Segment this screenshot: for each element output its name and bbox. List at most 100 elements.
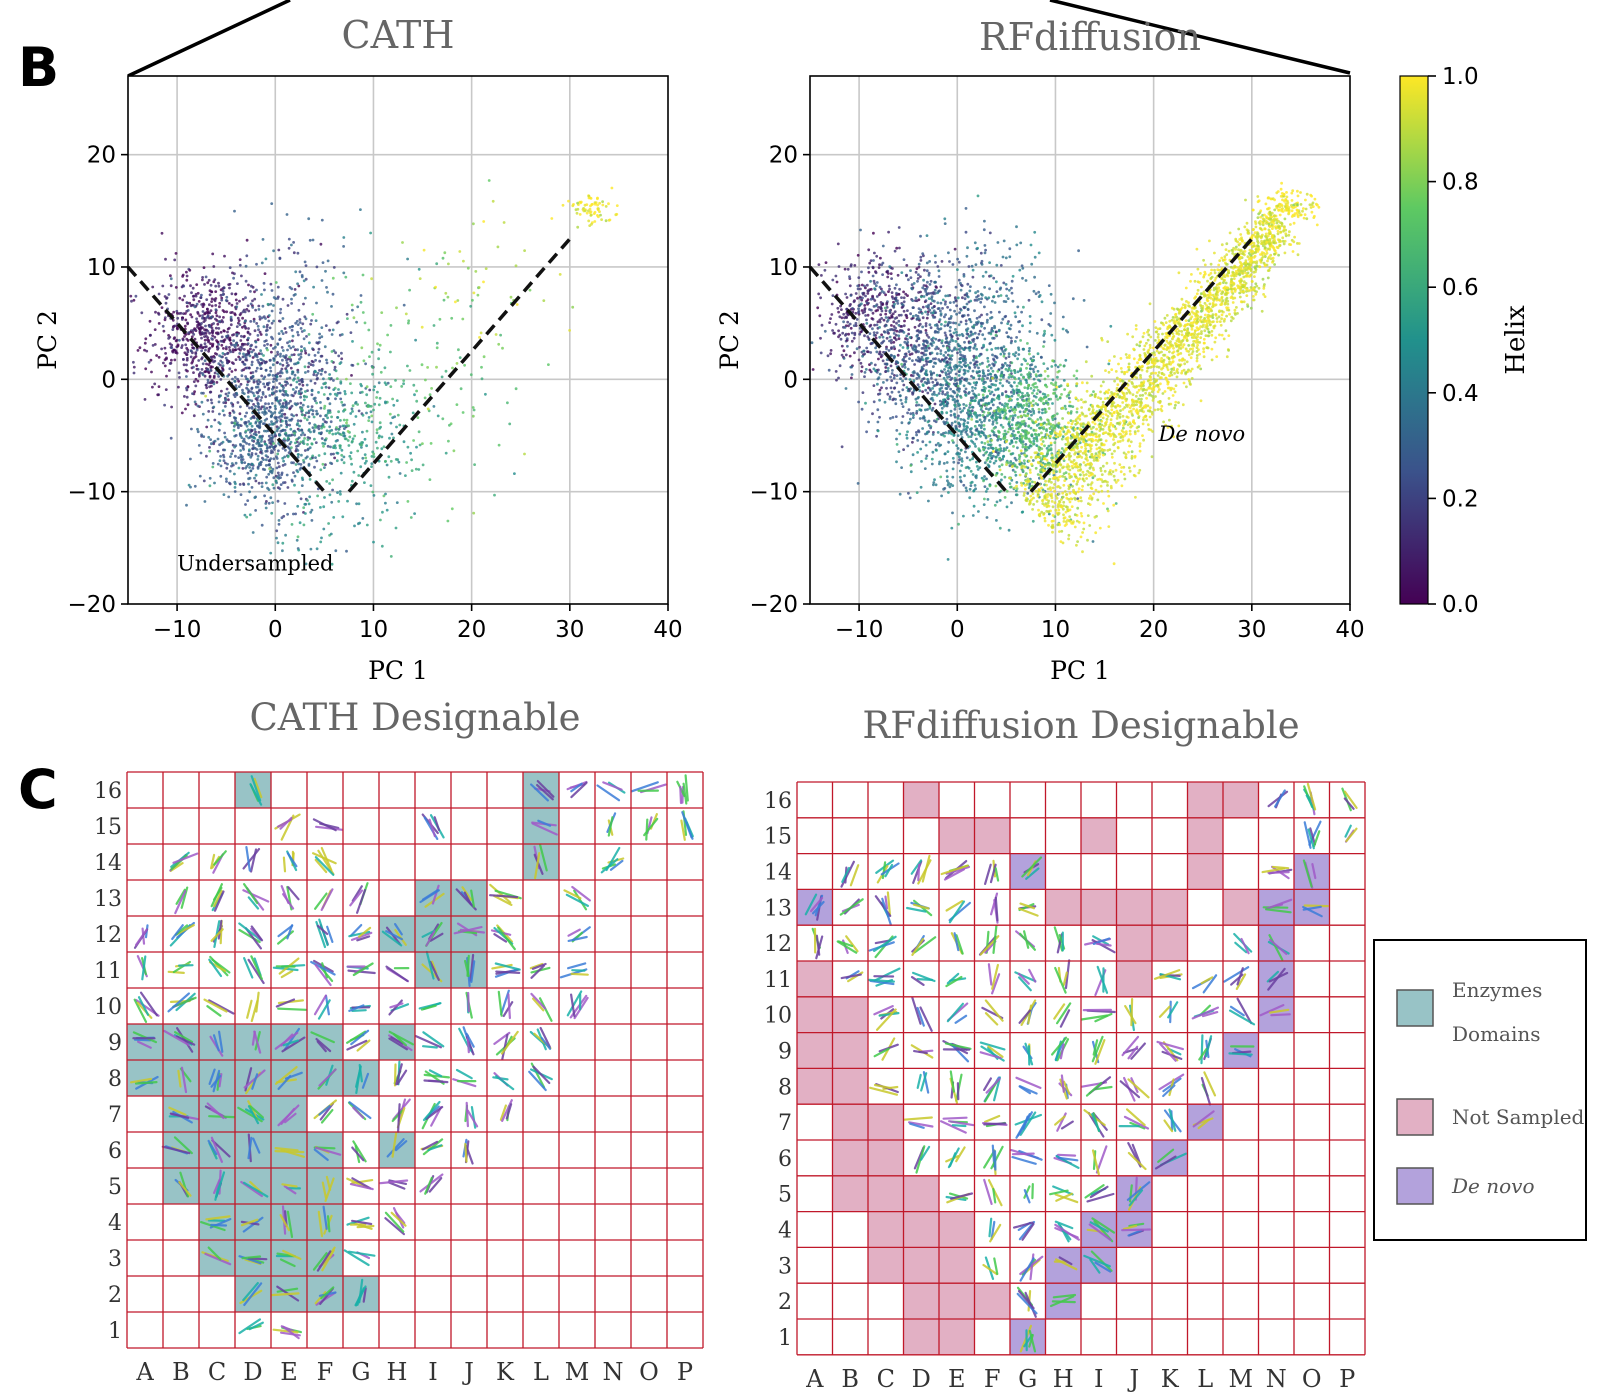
scatter-point: [321, 441, 325, 445]
scatter-point: [334, 369, 338, 373]
scatter-point: [943, 324, 947, 328]
scatter-point: [924, 322, 928, 325]
x-tick-label: −10: [153, 617, 202, 643]
scatter-point: [342, 236, 346, 239]
scatter-point: [957, 414, 960, 418]
scatter-point: [888, 316, 892, 320]
scatter-point: [194, 294, 198, 298]
scatter-point: [375, 431, 379, 435]
scatter-point: [184, 312, 187, 315]
scatter-point: [190, 315, 194, 319]
scatter-point: [186, 309, 190, 312]
scatter-point: [838, 364, 842, 368]
scatter-point: [309, 510, 313, 514]
scatter-point: [959, 479, 962, 482]
scatter-point: [869, 259, 873, 262]
scatter-point: [947, 440, 951, 444]
scatter-point: [829, 352, 832, 356]
scatter-point: [989, 332, 993, 336]
scatter-point: [338, 362, 342, 365]
scatter-point: [881, 244, 885, 248]
scatter-point: [270, 402, 274, 405]
scatter-point: [305, 418, 309, 422]
scatter-point: [816, 306, 820, 310]
scatter-point: [188, 301, 192, 305]
scatter-point: [185, 305, 189, 308]
scatter-point: [1091, 540, 1095, 543]
scatter-point: [948, 375, 951, 378]
scatter-point: [239, 405, 242, 409]
scatter-point: [241, 325, 244, 329]
scatter-point: [254, 452, 258, 456]
scatter-point: [904, 377, 908, 381]
scatter-point: [509, 295, 513, 299]
scatter-point: [887, 349, 891, 352]
scatter-point: [869, 308, 873, 312]
scatter-point: [253, 329, 257, 333]
scatter-point: [214, 308, 218, 311]
scatter-point: [948, 301, 952, 304]
scatter-point: [225, 310, 229, 314]
scatter-point: [958, 387, 961, 391]
scatter-point: [315, 547, 319, 551]
scatter-point: [1109, 324, 1113, 328]
scatter-point: [587, 209, 590, 213]
scatter-point: [927, 346, 931, 350]
scatter-point: [310, 405, 314, 408]
x-tick-label: 30: [555, 617, 584, 643]
scatter-point: [590, 203, 594, 206]
scatter-point: [927, 273, 931, 277]
scatter-point: [857, 358, 861, 362]
scatter-point: [187, 331, 191, 335]
scatter-point: [405, 461, 408, 464]
scatter-point: [900, 466, 903, 469]
scatter-point: [304, 317, 308, 321]
scatter-point: [1064, 358, 1068, 362]
scatter-point: [227, 495, 231, 499]
scatter-point: [255, 288, 258, 292]
scatter-point: [263, 344, 266, 347]
scatter-point: [256, 454, 260, 458]
scatter-point: [286, 436, 290, 440]
scatter-point: [325, 480, 329, 483]
scatter-point: [924, 373, 928, 376]
scatter-point: [947, 343, 951, 346]
scatter-point: [184, 333, 188, 336]
scatter-point: [920, 404, 924, 407]
scatter-point: [945, 475, 949, 479]
scatter-point: [193, 305, 197, 309]
scatter-point: [408, 288, 411, 292]
scatter-point: [265, 406, 269, 410]
scatter-point: [299, 401, 303, 405]
scatter-point: [964, 346, 967, 350]
scatter-point: [248, 422, 252, 426]
scatter-point: [908, 421, 911, 424]
scatter-point: [285, 361, 289, 365]
scatter-point: [898, 432, 902, 436]
scatter-point: [1000, 370, 1004, 374]
scatter-point: [216, 372, 220, 376]
scatter-point: [260, 293, 263, 296]
scatter-point: [295, 538, 299, 542]
scatter-point: [190, 349, 193, 353]
scatter-point: [248, 448, 251, 452]
scatter-point: [916, 383, 920, 387]
scatter-point: [916, 279, 919, 283]
scatter-point: [938, 359, 942, 363]
scatter-point: [480, 365, 483, 369]
scatter-point: [961, 296, 964, 300]
scatter-point: [1014, 351, 1018, 355]
scatter-point: [996, 438, 1000, 442]
scatter-point: [885, 358, 889, 361]
scatter-point: [255, 262, 258, 266]
scatter-point: [349, 412, 353, 415]
scatter-point: [178, 296, 182, 300]
scatter-point: [897, 450, 901, 453]
scatter-point: [946, 375, 949, 379]
scatter-point: [296, 330, 299, 334]
scatter-point: [575, 211, 579, 215]
scatter-point: [395, 501, 399, 504]
scatter-point: [227, 391, 231, 395]
scatter-point: [944, 373, 948, 377]
scatter-point: [1056, 365, 1060, 369]
